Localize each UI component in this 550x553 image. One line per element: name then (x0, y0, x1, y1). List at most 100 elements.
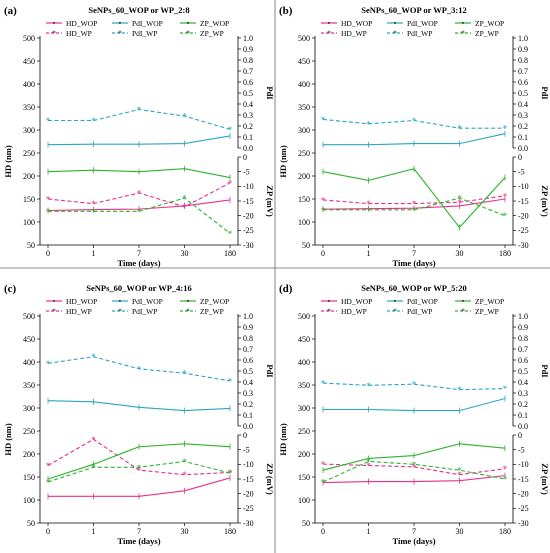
pdi-tick-label: 1.0 (243, 34, 253, 43)
series-line-hd-wp (47, 438, 231, 476)
chart-title: SeNPs_60_WOP or WP_2:8 (88, 5, 189, 15)
y-axis-label-zp: ZP (mV) (540, 185, 550, 217)
pdi-tick-label: 0.9 (243, 323, 253, 332)
legend-marker: * (186, 29, 190, 38)
y-axis-label-pdi: PdI (265, 364, 275, 378)
pdi-tick-label: 0.3 (243, 389, 253, 398)
legend-marker: • (187, 19, 190, 28)
pdi-tick-label: 0.8 (518, 56, 528, 65)
data-point: * (503, 464, 508, 474)
data-point: * (46, 359, 51, 369)
x-tick-label: 180 (224, 249, 236, 258)
pdi-tick-label: 1.0 (243, 312, 253, 321)
series-line-zp-wp (322, 460, 506, 483)
pdi-tick-label: 0.5 (243, 89, 253, 98)
data-point: * (46, 195, 51, 205)
pdi-tick-label: 0.8 (243, 56, 253, 65)
chart-panel-2: (b) SeNPs_60_WOP or WP_3:1250100150200250… (278, 5, 550, 268)
data-point: * (457, 194, 462, 204)
pdi-tick-label: 0.4 (243, 100, 253, 109)
pdi-tick-label: 0.7 (518, 345, 528, 354)
zp-tick-label: -15 (518, 197, 529, 206)
data-point: * (321, 460, 326, 470)
legend-marker: • (119, 19, 122, 28)
data-point: * (91, 352, 96, 362)
x-tick-label: 30 (456, 527, 464, 536)
legend-marker: • (119, 297, 122, 306)
y-axis-label-hd: HD (nm) (3, 145, 13, 178)
zp-tick-label: -20 (518, 489, 529, 498)
legend-marker: * (118, 307, 122, 316)
hd-tick-label: 200 (23, 450, 35, 459)
hd-tick-label: 300 (298, 126, 310, 135)
zp-tick-label: -30 (518, 519, 529, 528)
data-point: * (228, 376, 233, 386)
zp-tick-label: -5 (243, 445, 250, 454)
data-point: * (321, 195, 326, 205)
data-point: * (412, 462, 417, 472)
x-tick-label: 7 (137, 249, 141, 258)
zp-tick-label: -10 (518, 460, 529, 469)
data-point: * (228, 229, 233, 239)
data-point: * (228, 469, 233, 479)
chart-panel-3: (c) SeNPs_60_WOP or WP_4:1650100150200250… (3, 283, 275, 546)
hd-tick-label: 200 (23, 172, 35, 181)
x-tick-label: 1 (367, 527, 371, 536)
data-point: * (182, 202, 187, 212)
pdi-tick-label: 0.5 (243, 367, 253, 376)
y-axis-label-pdi: PdI (540, 364, 550, 378)
pdi-tick-label: 0.1 (243, 411, 253, 420)
legend-marker: * (52, 29, 56, 38)
data-point: * (503, 384, 508, 394)
x-axis-label: Time (days) (392, 536, 435, 546)
legend-marker: • (53, 297, 56, 306)
legend-marker: • (394, 19, 397, 28)
zp-tick-label: -5 (518, 167, 525, 176)
pdi-tick-label: 0.7 (243, 345, 253, 354)
x-tick-label: 30 (181, 527, 189, 536)
y-axis-label-pdi: PdI (540, 86, 550, 100)
hd-tick-label: 100 (23, 218, 35, 227)
hd-tick-label: 200 (298, 450, 310, 459)
data-point: * (412, 380, 417, 390)
pdi-tick-label: 0.3 (518, 389, 528, 398)
zp-tick-label: -15 (243, 197, 254, 206)
hd-tick-label: 450 (23, 57, 35, 66)
zp-tick-label: -15 (243, 475, 254, 484)
zp-tick-label: -25 (518, 504, 529, 513)
legend-marker: * (327, 307, 331, 316)
pdi-tick-label: 0.8 (243, 334, 253, 343)
hd-tick-label: 450 (298, 335, 310, 344)
legend-marker: • (462, 297, 465, 306)
zp-tick-label: -30 (243, 519, 254, 528)
y-axis-label-zp: ZP (mV) (540, 463, 550, 495)
hd-tick-label: 350 (23, 381, 35, 390)
x-tick-label: 180 (224, 527, 236, 536)
data-point: * (412, 199, 417, 209)
y-axis-label-zp: ZP (mV) (265, 185, 275, 217)
zp-tick-label: -25 (243, 226, 254, 235)
chart-panel-4: (d) SeNPs_60_WOP or WP_5:2050100150200250… (278, 283, 550, 546)
panel-label: (a) (4, 5, 17, 17)
data-point: * (137, 105, 142, 115)
pdi-tick-label: 0.9 (518, 45, 528, 54)
hd-tick-label: 500 (298, 312, 310, 321)
legend-label: PdI_WOP (132, 297, 163, 306)
data-point: * (182, 470, 187, 480)
zp-tick-label: -10 (243, 460, 254, 469)
legend-marker: * (118, 29, 122, 38)
panel-label: (d) (279, 283, 293, 295)
pdi-tick-label: 0.5 (518, 367, 528, 376)
series-line-zp-wp (47, 460, 231, 483)
data-point: * (91, 463, 96, 473)
data-point: * (91, 435, 96, 445)
y-axis-label-hd: HD (nm) (278, 145, 288, 178)
hd-tick-label: 100 (298, 218, 310, 227)
legend-marker: * (393, 307, 397, 316)
legend-label: ZP_WP (200, 29, 224, 38)
hd-tick-label: 50 (27, 519, 35, 528)
series-line-pdi-wp (322, 118, 505, 129)
legend-label: HD_WP (341, 307, 367, 316)
legend-label: HD_WP (341, 29, 367, 38)
